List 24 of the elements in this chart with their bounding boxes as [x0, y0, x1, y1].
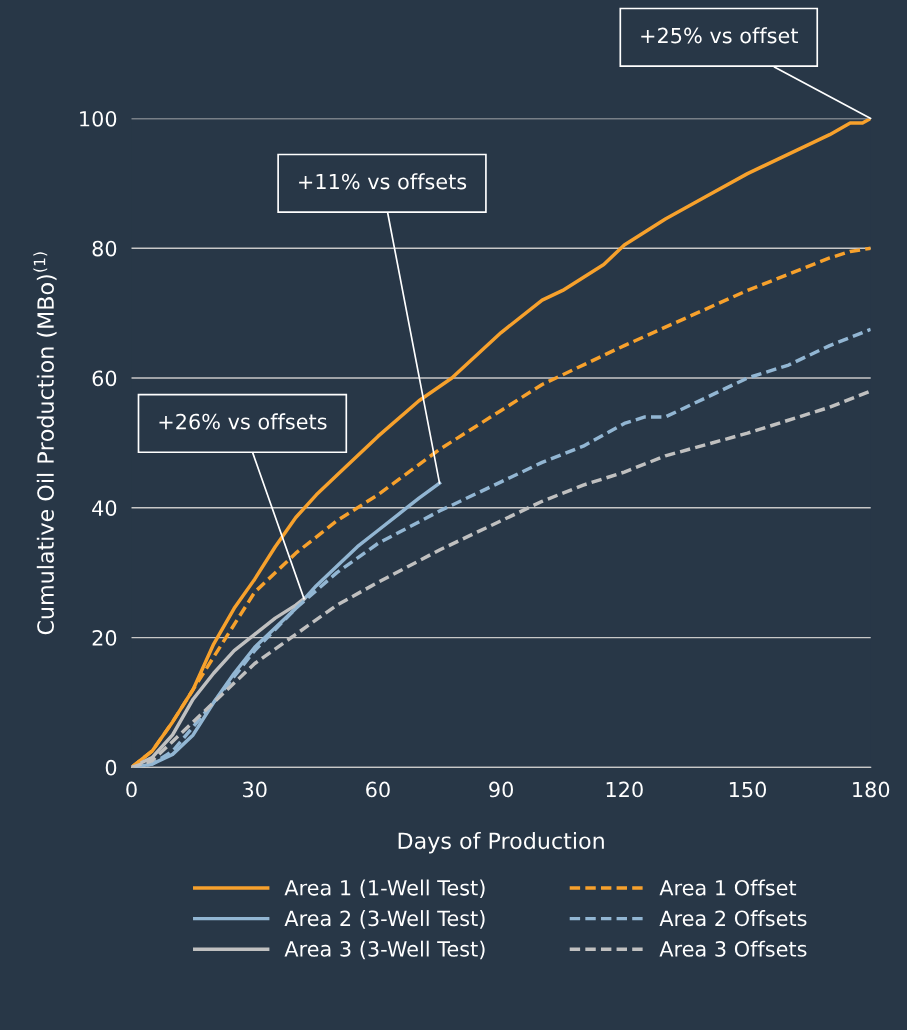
y-tick-label: 20: [92, 630, 117, 646]
legend-label: Area 1 (1-Well Test): [284, 879, 485, 899]
x-tick-label: 60: [366, 781, 390, 798]
legend-label: Area 2 Offsets: [659, 910, 807, 927]
y-axis-title: Cumulative Oil Production (MBo)$^{(1)}$: [33, 252, 57, 635]
x-tick-label: 30: [243, 781, 267, 798]
y-tick-label: 0: [105, 759, 117, 776]
annotation: +25% vs offset: [641, 27, 798, 44]
y-tick-label: 60: [92, 370, 117, 387]
legend-label: Area 2 (3-Well Test): [284, 910, 485, 929]
x-tick-label: 180: [853, 781, 890, 798]
legend-label: Area 1 Offset: [659, 879, 797, 896]
legend-label: Area 3 (3-Well Test): [284, 940, 485, 960]
x-axis-title: Days of Production: [398, 831, 604, 854]
y-tick-label: 100: [80, 110, 117, 127]
x-tick-label: 120: [606, 781, 643, 798]
x-tick-label: 90: [489, 781, 513, 798]
annotation: +11% vs offsets: [299, 173, 467, 190]
legend-label: Area 3 Offsets: [659, 940, 807, 957]
y-tick-label: 40: [92, 500, 117, 516]
x-tick-label: 0: [126, 781, 137, 798]
y-tick-label: 80: [92, 240, 117, 257]
annotation: +26% vs offsets: [159, 413, 327, 430]
x-tick-label: 150: [729, 781, 767, 798]
